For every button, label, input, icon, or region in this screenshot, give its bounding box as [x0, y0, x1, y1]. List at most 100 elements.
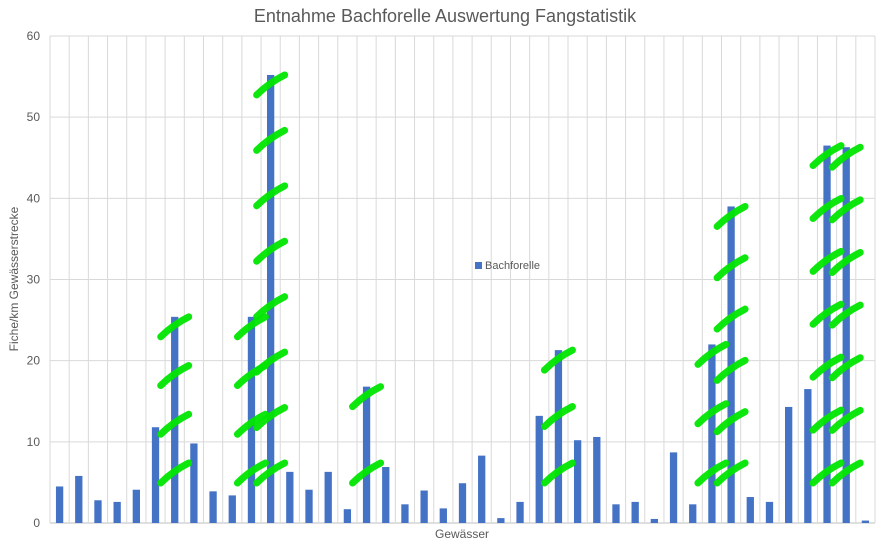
bar	[75, 475, 83, 523]
bar	[612, 504, 620, 523]
highlight-stroke	[540, 459, 576, 487]
highlight-stroke	[157, 313, 193, 341]
highlight-stroke	[713, 459, 749, 487]
highlight-stroke	[157, 362, 193, 390]
highlight-stroke	[233, 410, 269, 438]
bar	[266, 74, 275, 524]
gridlines	[49, 35, 876, 524]
bar	[516, 501, 524, 523]
bar	[324, 471, 332, 523]
legend-label: Bachforelle	[485, 260, 540, 272]
bar	[535, 415, 543, 523]
highlight-stroke	[253, 459, 289, 487]
bar	[765, 501, 774, 523]
bar	[94, 500, 102, 523]
highlight-stroke	[694, 400, 730, 428]
bar	[497, 518, 505, 523]
bar	[439, 508, 447, 523]
y-axis-label: Fiche/km Gewässerstrecke	[7, 206, 21, 351]
highlight-stroke	[828, 459, 864, 487]
highlight-stroke	[809, 300, 845, 328]
highlight-stroke	[253, 348, 289, 376]
highlight-stroke	[540, 403, 576, 431]
legend: Bachforelle	[475, 260, 540, 272]
highlight-stroke	[828, 196, 864, 224]
y-tick-label: 0	[33, 516, 40, 530]
highlight-stroke	[694, 340, 730, 368]
highlight-stroke	[809, 247, 845, 275]
bar	[113, 501, 121, 523]
highlight-stroke	[694, 459, 730, 487]
highlight-stroke	[349, 383, 385, 411]
highlight-stroke	[233, 313, 269, 341]
bar	[228, 495, 236, 523]
highlight-stroke	[540, 346, 576, 374]
bar	[785, 406, 793, 523]
highlight-stroke	[809, 353, 845, 381]
y-tick-label: 60	[27, 29, 41, 43]
x-axis-label: Gewässer	[435, 527, 489, 541]
bar	[650, 518, 659, 523]
bar	[823, 145, 831, 523]
y-tick-label: 20	[27, 354, 41, 368]
highlight-stroke	[233, 459, 269, 487]
y-tick-label: 50	[27, 110, 41, 124]
bar	[382, 466, 390, 523]
bar	[209, 491, 217, 523]
highlight-stroke	[253, 71, 289, 99]
highlight-stroke	[809, 194, 845, 222]
bar	[343, 509, 352, 523]
highlight-stroke	[809, 406, 845, 434]
highlight-stroke	[828, 143, 864, 171]
y-axis-ticks: 0 10 20 30 40 50 60	[27, 29, 41, 530]
bar	[573, 440, 582, 523]
bar	[190, 443, 198, 523]
bar	[420, 490, 428, 523]
highlight-stroke	[828, 248, 864, 276]
bar	[554, 350, 563, 523]
highlight-marks	[157, 71, 864, 487]
highlight-stroke	[253, 237, 289, 265]
highlight-stroke	[809, 142, 845, 170]
bar	[842, 147, 850, 523]
bar	[305, 489, 313, 523]
highlight-stroke	[253, 182, 289, 210]
bar	[401, 504, 409, 523]
highlight-stroke	[828, 354, 864, 382]
chart-title: Entnahme Bachforelle Auswertung Fangstat…	[254, 6, 637, 26]
highlight-stroke	[157, 459, 193, 487]
legend-swatch	[475, 262, 482, 269]
bar	[631, 501, 639, 523]
bar	[151, 427, 160, 523]
bar	[861, 520, 870, 523]
highlight-stroke	[253, 404, 289, 432]
bar	[458, 483, 467, 523]
highlight-stroke	[713, 408, 749, 436]
bar	[669, 452, 678, 523]
y-tick-label: 30	[27, 273, 41, 287]
bar	[286, 471, 294, 523]
highlight-stroke	[809, 459, 845, 487]
bar	[478, 455, 486, 523]
bar	[746, 497, 754, 523]
highlight-stroke	[713, 202, 749, 230]
bar	[132, 489, 140, 523]
bar	[689, 504, 697, 523]
highlight-stroke	[157, 410, 193, 438]
highlight-stroke	[828, 406, 864, 434]
highlight-stroke	[713, 254, 749, 282]
bar	[55, 486, 64, 523]
highlight-stroke	[349, 459, 385, 487]
highlight-stroke	[828, 301, 864, 329]
highlight-stroke	[253, 293, 289, 321]
y-tick-label: 40	[27, 191, 41, 205]
highlight-stroke	[713, 356, 749, 384]
highlight-stroke	[253, 126, 289, 154]
bar	[362, 386, 371, 523]
bar	[593, 436, 601, 523]
bar	[804, 389, 812, 523]
bar	[708, 344, 716, 523]
highlight-stroke	[713, 305, 749, 333]
